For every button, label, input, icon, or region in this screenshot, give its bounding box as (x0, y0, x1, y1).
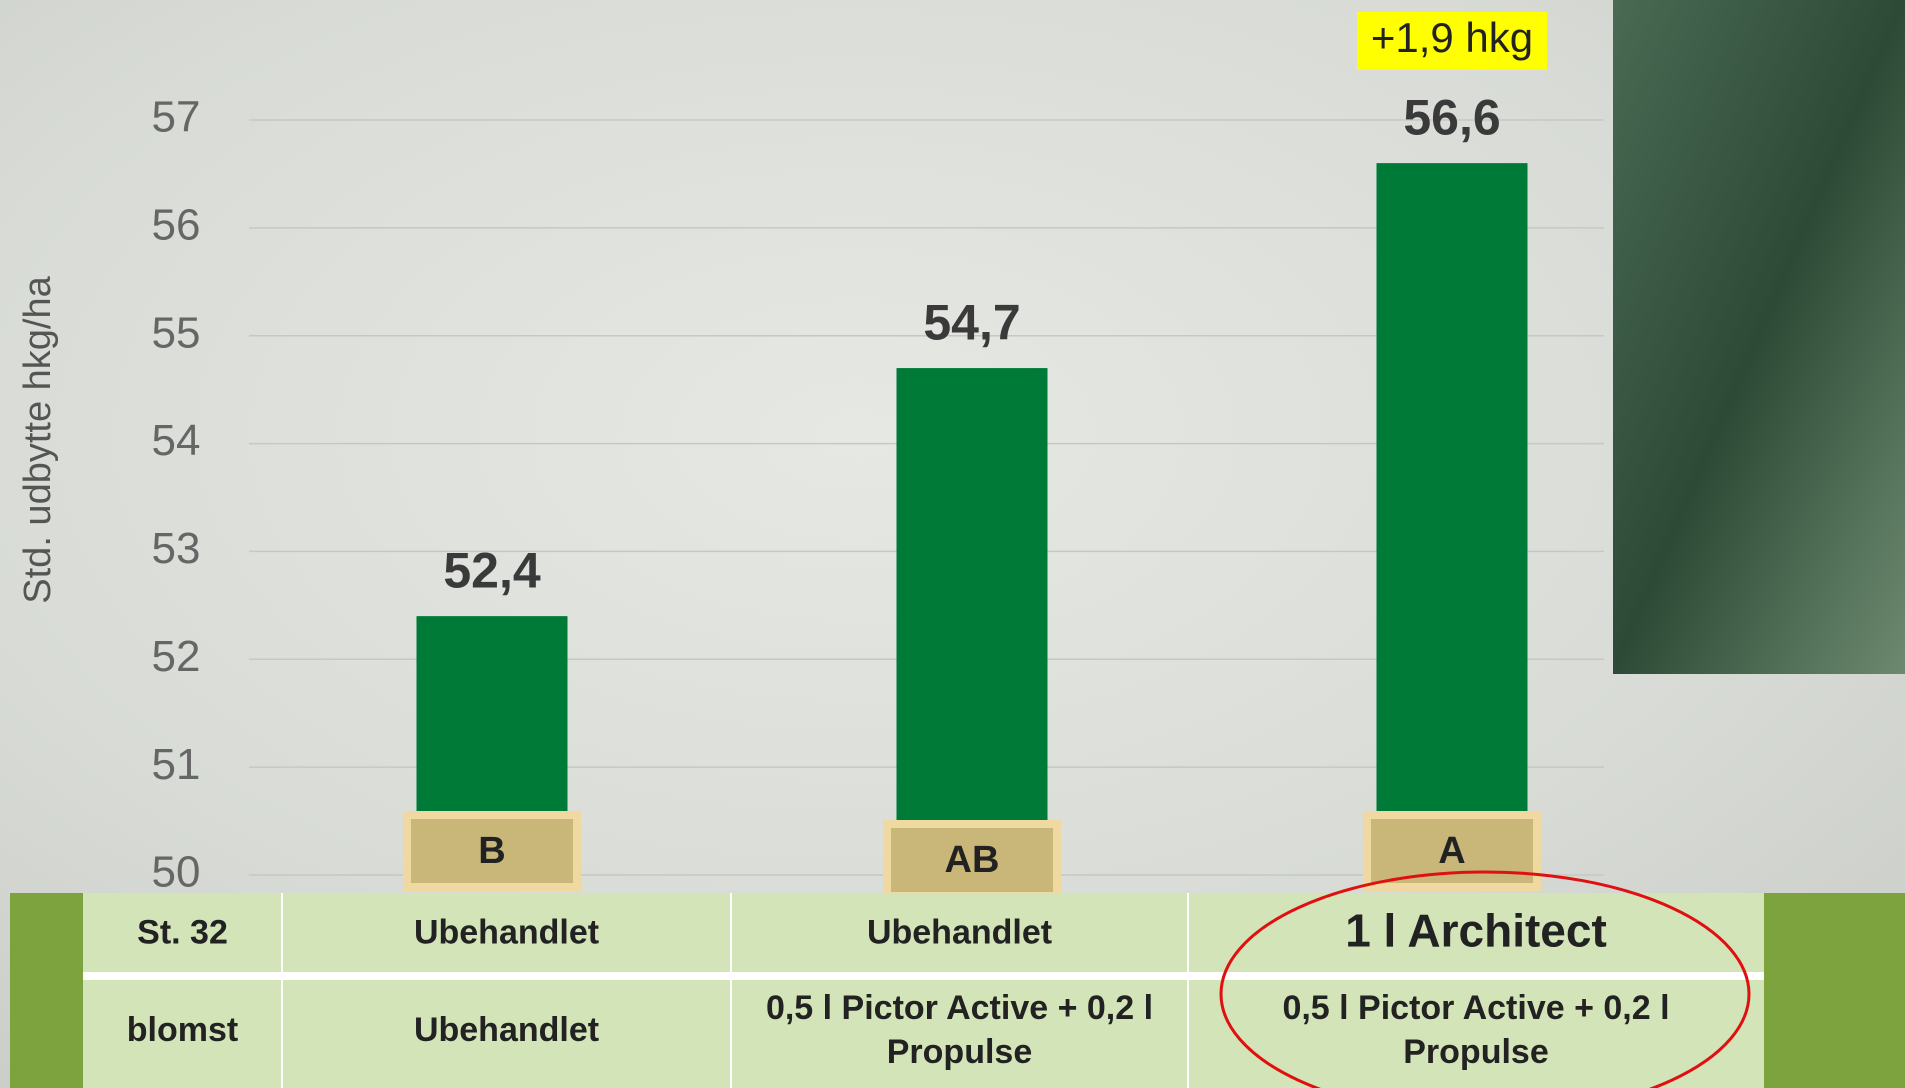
y-tick-label: 52 (152, 632, 201, 681)
y-tick-label: 50 (152, 848, 201, 897)
y-tick-label: 56 (152, 200, 201, 249)
table-cell: St. 32 (137, 913, 228, 951)
y-tick-label: 55 (152, 308, 201, 357)
letter-box (403, 811, 581, 891)
letter-box (1363, 811, 1541, 891)
table-body (83, 893, 1764, 1088)
significance-letter: AB (945, 839, 1000, 881)
y-tick-label: 54 (152, 416, 201, 465)
bar (1376, 163, 1528, 876)
table (10, 893, 1905, 1088)
table-cell: blomst (127, 1011, 238, 1049)
significance-letter: A (1438, 830, 1465, 872)
table-cell: Ubehandlet (414, 1011, 599, 1049)
annotation: +1,9 hkg (1371, 14, 1533, 61)
table-side-block (10, 893, 83, 1088)
value-label: 54,7 (923, 294, 1020, 350)
value-label: 52,4 (443, 542, 541, 598)
significance-letter: B (478, 830, 505, 872)
table-cell: 1 l Architect (1345, 905, 1607, 957)
table-cell: Ubehandlet (867, 913, 1052, 951)
photo-inset (1613, 0, 1905, 674)
bar (896, 368, 1048, 875)
table-cell: 0,5 l Pictor Active + 0,2 l Propulse (766, 989, 1153, 1071)
y-axis-label: Std. udbytte hkg/ha (17, 275, 59, 603)
y-tick-label: 51 (152, 740, 201, 789)
value-label: 56,6 (1403, 89, 1500, 145)
highlight-ellipse (1219, 870, 1751, 1088)
y-tick-label: 57 (152, 93, 201, 142)
letter-box (883, 820, 1061, 900)
annotation-bg (1357, 12, 1547, 70)
table-cell: Ubehandlet (414, 913, 599, 951)
table-cell: 0,5 l Pictor Active + 0,2 l Propulse (1282, 989, 1669, 1071)
table-side-block (1764, 893, 1905, 1088)
y-tick-label: 53 (152, 524, 201, 573)
